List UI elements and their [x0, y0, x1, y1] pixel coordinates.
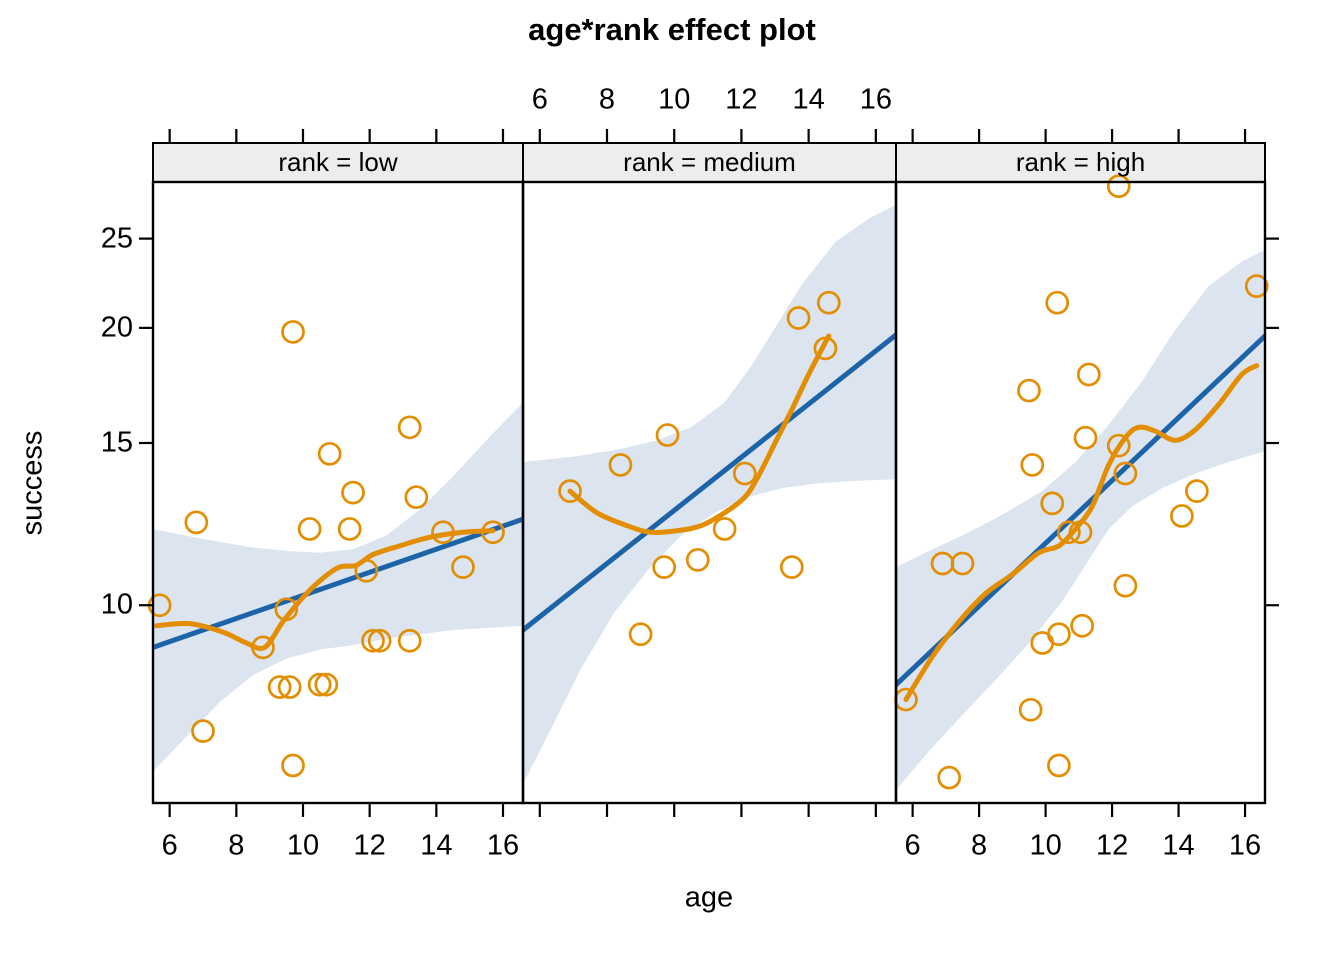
data-point: [1068, 520, 1093, 545]
loess-line: [567, 333, 832, 536]
data-point: [307, 672, 332, 697]
x-tick-label: 16: [1228, 829, 1262, 862]
x-tick-label-top: 14: [792, 83, 825, 116]
data-point: [1070, 613, 1095, 638]
data-point: [397, 628, 422, 653]
data-point: [558, 479, 582, 503]
data-point: [404, 485, 429, 510]
confidence-band: [153, 402, 523, 772]
x-tick-label: 16: [486, 829, 520, 862]
data-point: [1073, 425, 1098, 450]
fit-line: [153, 516, 523, 650]
x-tick-label: 14: [1162, 829, 1195, 862]
data-point: [281, 753, 305, 778]
panel-2: [896, 249, 1265, 791]
strip-cell: [895, 142, 1266, 183]
data-point: [1040, 491, 1065, 516]
data-point: [341, 480, 365, 505]
data-point: [1244, 274, 1269, 298]
data-point: [1170, 504, 1194, 528]
data-point: [277, 675, 302, 699]
confidence-band: [523, 204, 896, 784]
x-tick-label: 14: [420, 829, 453, 862]
data-point: [367, 628, 392, 653]
data-point: [397, 415, 422, 440]
x-tick-label: 12: [353, 829, 386, 862]
x-tick-label: 8: [228, 829, 245, 862]
fit-line: [523, 332, 896, 633]
x-tick-label-top: 10: [658, 83, 691, 116]
x-tick-label: 6: [904, 829, 921, 862]
x-tick-label-top: 12: [725, 83, 758, 116]
y-tick-label: 10: [100, 588, 133, 621]
x-tick-label: 6: [161, 829, 178, 862]
data-point: [1020, 453, 1045, 477]
panel-border: [894, 180, 1267, 805]
loess-line: [903, 363, 1260, 703]
x-tick-label-top: 8: [598, 83, 616, 116]
data-point: [1047, 622, 1071, 647]
x-tick-label-top: 6: [531, 83, 548, 116]
data-point: [1106, 174, 1131, 199]
data-point: [655, 423, 680, 447]
data-point: [950, 551, 975, 576]
data-point: [481, 520, 505, 545]
data-point: [184, 510, 209, 535]
x-tick-label: 10: [1029, 829, 1062, 862]
data-point: [251, 635, 275, 660]
data-point: [652, 555, 676, 579]
data-point: [1045, 290, 1070, 315]
data-point: [274, 597, 299, 622]
y-tick-label: 25: [100, 222, 133, 255]
x-tick-label: 8: [971, 829, 988, 862]
data-point: [267, 675, 292, 699]
data-point: [816, 290, 841, 315]
data-point: [786, 306, 811, 330]
data-point: [813, 336, 838, 361]
x-tick-label: 10: [286, 829, 320, 862]
data-point: [431, 520, 455, 545]
data-point: [1113, 461, 1138, 486]
data-point: [628, 622, 653, 647]
data-point: [1017, 378, 1041, 403]
data-point: [937, 765, 962, 790]
data-point: [281, 320, 305, 344]
panel-1: [523, 204, 896, 784]
data-point: [1185, 479, 1209, 503]
data-point: [1057, 520, 1081, 545]
data-point: [685, 548, 710, 572]
data-point: [451, 555, 475, 579]
x-tick-label-top: 16: [859, 83, 892, 116]
y-tick-label: 15: [100, 426, 133, 459]
plot-title: age*rank effect plot: [528, 12, 816, 47]
panel-0: [153, 402, 523, 772]
data-point: [608, 453, 633, 477]
data-point: [337, 517, 362, 541]
data-point: [354, 558, 379, 583]
data-point: [191, 719, 215, 743]
data-point: [361, 628, 385, 653]
strip-label-medium: rank = medium: [623, 147, 796, 177]
x-tick-label: 12: [1095, 829, 1129, 862]
data-point: [779, 555, 804, 579]
data-point: [712, 517, 737, 541]
data-point: [297, 517, 322, 541]
y-tick-label: 20: [100, 311, 133, 344]
loess-line: [153, 528, 496, 652]
x-axis-label: age: [684, 881, 734, 914]
strip-label-high: rank = high: [1015, 147, 1146, 177]
data-point: [1076, 362, 1101, 387]
strip-label-low: rank = low: [278, 147, 398, 177]
data-point: [732, 461, 757, 486]
data-point: [1018, 697, 1043, 722]
data-point: [317, 441, 342, 466]
data-point: [1047, 753, 1071, 778]
data-point: [1106, 433, 1131, 458]
data-point: [314, 672, 339, 697]
data-point: [1113, 573, 1138, 598]
